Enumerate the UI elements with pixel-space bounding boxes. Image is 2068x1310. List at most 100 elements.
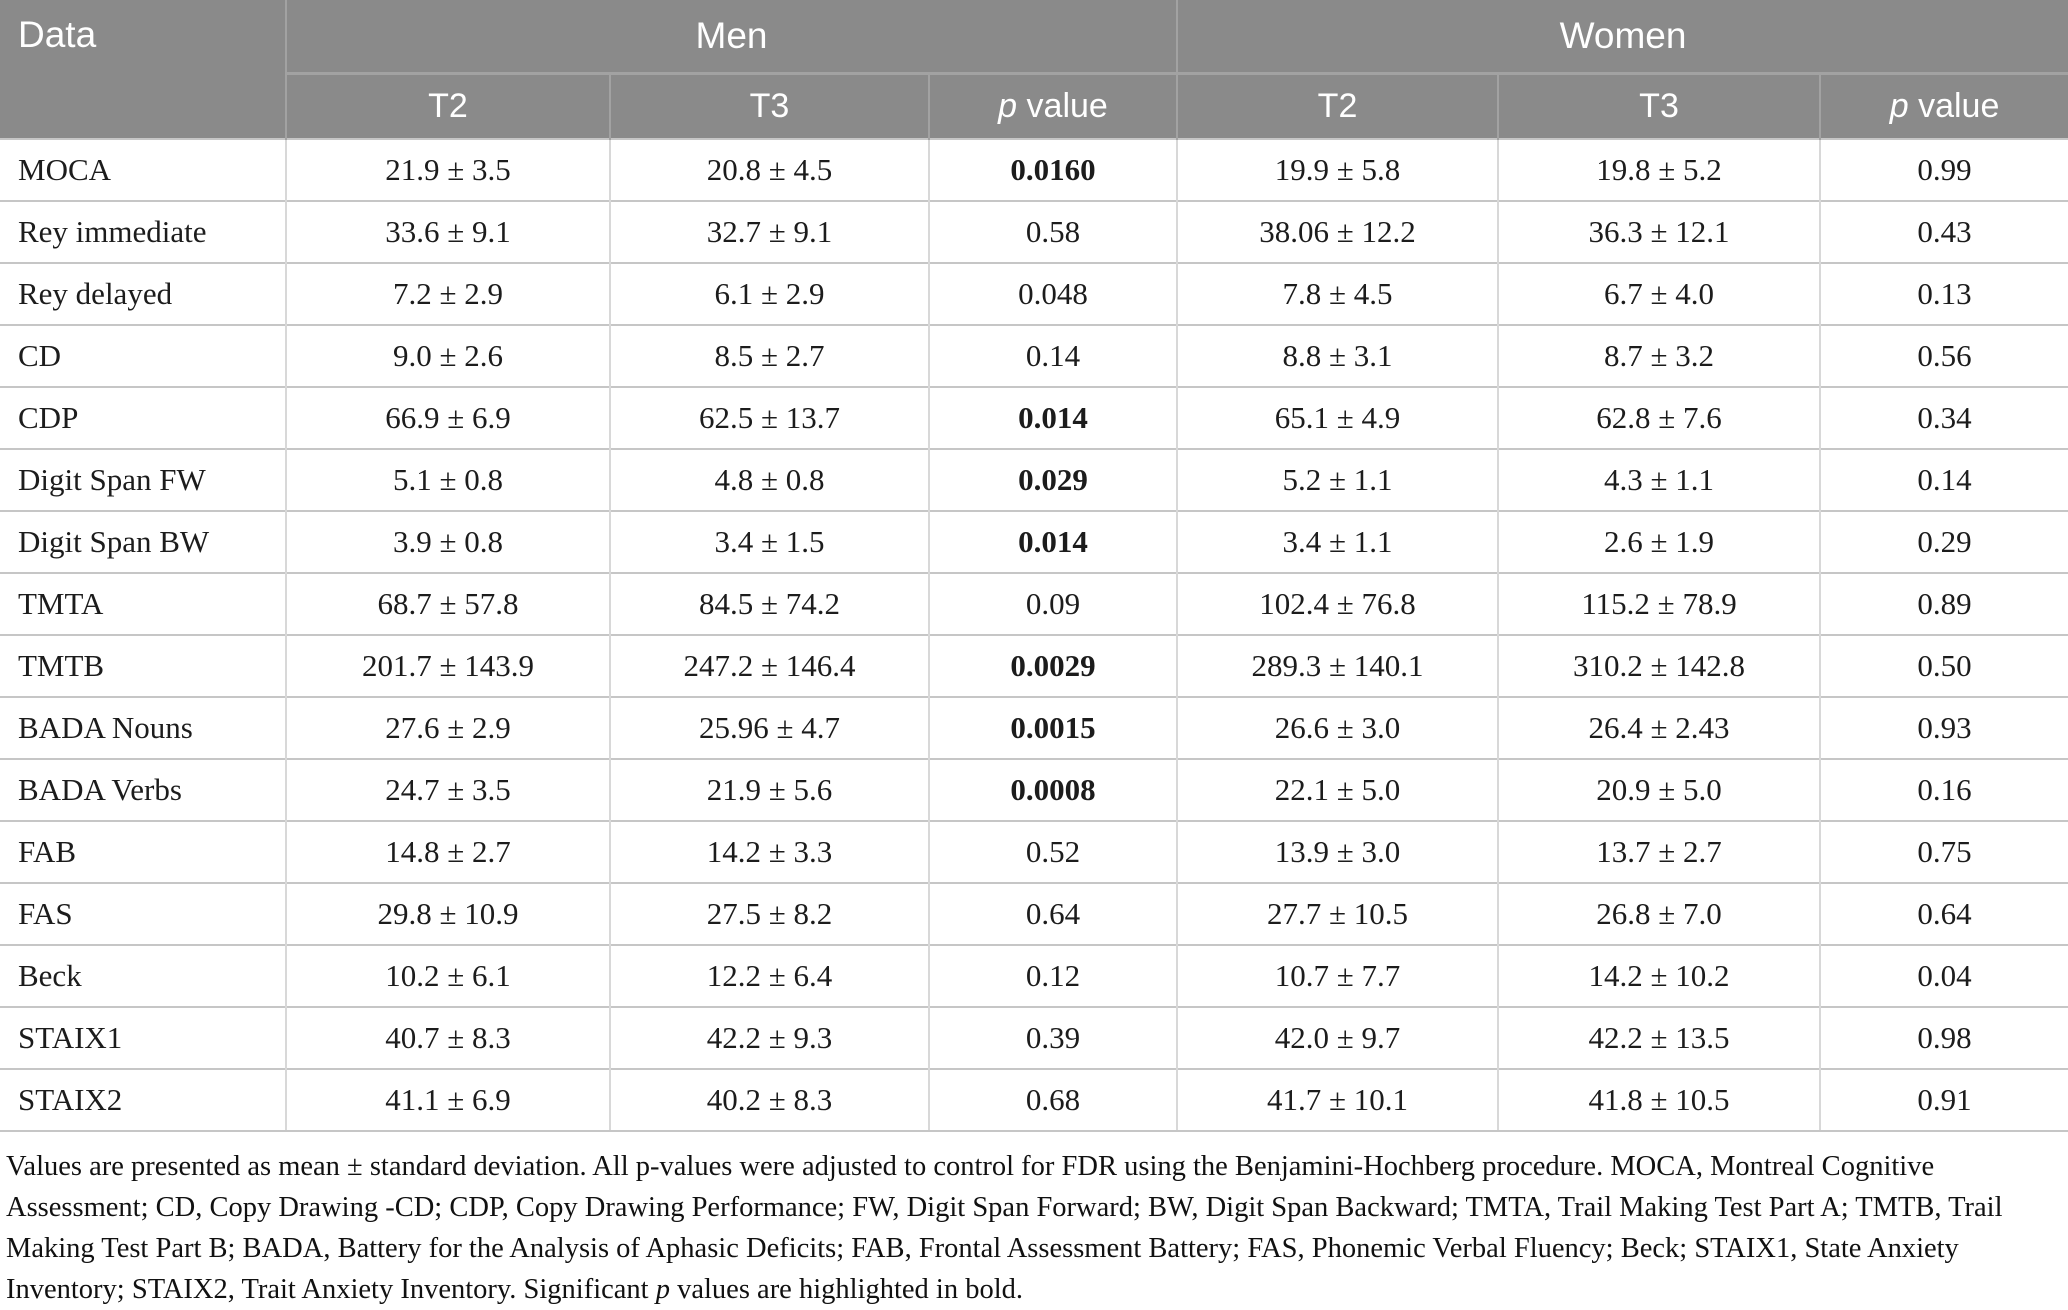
cell-men-t2: 5.1 ± 0.8 [285, 448, 610, 511]
cell-men-t2: 24.7 ± 3.5 [285, 758, 610, 821]
cell-women-t2: 38.06 ± 12.2 [1176, 200, 1499, 263]
cell-men-p: 0.52 [927, 820, 1178, 883]
cell-women-t3: 8.7 ± 3.2 [1497, 324, 1821, 387]
table-row: Digit Span FW 5.1 ± 0.8 4.8 ± 0.8 0.029 5.2 … [0, 448, 2068, 511]
cell-women-t3: 26.8 ± 7.0 [1497, 882, 1821, 945]
results-table: Data Men Women T2 T3 p value T2 T3 p val… [0, 0, 2068, 1132]
cell-women-t2: 65.1 ± 4.9 [1176, 386, 1499, 449]
cell-men-t2: 7.2 ± 2.9 [285, 262, 610, 325]
cell-men-p: 0.58 [927, 200, 1178, 263]
row-label: Rey immediate [0, 200, 286, 263]
cell-men-t3: 27.5 ± 8.2 [609, 882, 929, 945]
cell-men-t3: 32.7 ± 9.1 [609, 200, 929, 263]
cell-men-p: 0.048 [927, 262, 1178, 325]
header-women: Women [1176, 0, 2068, 75]
cell-men-t3: 25.96 ± 4.7 [609, 696, 929, 759]
cell-men-t2: 68.7 ± 57.8 [285, 572, 610, 635]
footnote-text-start: Values are presented as mean ± standard … [6, 1151, 2003, 1305]
cell-men-t3: 8.5 ± 2.7 [609, 324, 929, 387]
p-value-word: value [1908, 87, 2000, 125]
cell-women-t3: 19.8 ± 5.2 [1497, 138, 1821, 201]
cell-women-t3: 62.8 ± 7.6 [1497, 386, 1821, 449]
cell-women-t2: 19.9 ± 5.8 [1176, 138, 1499, 201]
cell-women-t3: 2.6 ± 1.9 [1497, 510, 1821, 573]
cell-women-p: 0.75 [1819, 820, 2068, 883]
cell-women-t2: 13.9 ± 3.0 [1176, 820, 1499, 883]
cell-women-t3: 41.8 ± 10.5 [1497, 1068, 1821, 1132]
cell-women-p: 0.34 [1819, 386, 2068, 449]
row-label: STAIX2 [0, 1068, 286, 1132]
cell-women-t2: 102.4 ± 76.8 [1176, 572, 1499, 635]
cell-men-p: 0.029 [927, 448, 1178, 511]
cell-men-t3: 12.2 ± 6.4 [609, 944, 929, 1007]
row-label: Beck [0, 944, 286, 1007]
header-women-t3: T3 [1497, 73, 1821, 139]
header-band-row: Data Men Women [0, 0, 2068, 139]
cell-men-t2: 9.0 ± 2.6 [285, 324, 610, 387]
cell-men-t3: 40.2 ± 8.3 [609, 1068, 929, 1132]
cell-women-p: 0.14 [1819, 448, 2068, 511]
cell-women-p: 0.93 [1819, 696, 2068, 759]
cell-men-t3: 84.5 ± 74.2 [609, 572, 929, 635]
cell-women-t3: 14.2 ± 10.2 [1497, 944, 1821, 1007]
p-value-word: value [1017, 87, 1108, 125]
row-label: CD [0, 324, 286, 387]
table-row: STAIX1 40.7 ± 8.3 42.2 ± 9.3 0.39 42.0 ± 9.7… [0, 1006, 2068, 1069]
row-label: Rey delayed [0, 262, 286, 325]
row-label: MOCA [0, 138, 286, 201]
cell-men-p: 0.12 [927, 944, 1178, 1007]
cell-men-p: 0.014 [927, 386, 1178, 449]
cell-women-t2: 289.3 ± 140.1 [1176, 634, 1499, 697]
cell-women-t2: 10.7 ± 7.7 [1176, 944, 1499, 1007]
cell-men-p: 0.014 [927, 510, 1178, 573]
row-label: FAB [0, 820, 286, 883]
p-symbol: p [1889, 87, 1909, 125]
cell-men-p: 0.0160 [927, 138, 1178, 201]
cell-women-t2: 5.2 ± 1.1 [1176, 448, 1499, 511]
cell-women-t2: 26.6 ± 3.0 [1176, 696, 1499, 759]
header-sub-row: T2 T3 p value T2 T3 p value [0, 73, 2068, 139]
cell-women-p: 0.99 [1819, 138, 2068, 201]
header-women-t2: T2 [1176, 73, 1499, 139]
row-label: TMTA [0, 572, 286, 635]
cell-women-p: 0.98 [1819, 1006, 2068, 1069]
cell-men-t2: 40.7 ± 8.3 [285, 1006, 610, 1069]
cell-men-p: 0.68 [927, 1068, 1178, 1132]
table-row: BADA Nouns 27.6 ± 2.9 25.96 ± 4.7 0.0015 26.… [0, 696, 2068, 759]
cell-women-t3: 4.3 ± 1.1 [1497, 448, 1821, 511]
table-body: MOCA 21.9 ± 3.5 20.8 ± 4.5 0.0160 19.9 ± 5.8… [0, 138, 2068, 1132]
cell-men-t2: 10.2 ± 6.1 [285, 944, 610, 1007]
header-data: Data [0, 0, 287, 139]
cell-women-p: 0.16 [1819, 758, 2068, 821]
table-row: TMTB 201.7 ± 143.9 247.2 ± 146.4 0.0029 289.… [0, 634, 2068, 697]
row-label: CDP [0, 386, 286, 449]
cell-men-t2: 27.6 ± 2.9 [285, 696, 610, 759]
cell-men-t3: 14.2 ± 3.3 [609, 820, 929, 883]
cell-men-t3: 62.5 ± 13.7 [609, 386, 929, 449]
cell-men-t3: 21.9 ± 5.6 [609, 758, 929, 821]
table-row: CD 9.0 ± 2.6 8.5 ± 2.7 0.14 8.8 ± 3.1 8.7 ± 3… [0, 324, 2068, 387]
cell-women-t3: 310.2 ± 142.8 [1497, 634, 1821, 697]
cell-men-p: 0.14 [927, 324, 1178, 387]
cell-men-t2: 3.9 ± 0.8 [285, 510, 610, 573]
footnote-p-symbol: p [655, 1274, 670, 1305]
table-row: STAIX2 41.1 ± 6.9 40.2 ± 8.3 0.68 41.7 ± 10.… [0, 1068, 2068, 1132]
cell-women-t3: 36.3 ± 12.1 [1497, 200, 1821, 263]
cell-women-t2: 3.4 ± 1.1 [1176, 510, 1499, 573]
cell-women-t2: 27.7 ± 10.5 [1176, 882, 1499, 945]
table-footnote: Values are presented as mean ± standard … [0, 1132, 2068, 1310]
cell-men-t3: 6.1 ± 2.9 [609, 262, 929, 325]
header-women-p-value: p value [1819, 73, 2068, 139]
row-label: TMTB [0, 634, 286, 697]
cell-women-p: 0.64 [1819, 882, 2068, 945]
table-row: FAB 14.8 ± 2.7 14.2 ± 3.3 0.52 13.9 ± 3.0 13.… [0, 820, 2068, 883]
cell-women-t2: 8.8 ± 3.1 [1176, 324, 1499, 387]
cell-men-t3: 4.8 ± 0.8 [609, 448, 929, 511]
cell-men-p: 0.09 [927, 572, 1178, 635]
table-row: Digit Span BW 3.9 ± 0.8 3.4 ± 1.5 0.014 3.4 … [0, 510, 2068, 573]
cell-men-p: 0.39 [927, 1006, 1178, 1069]
cell-men-t3: 20.8 ± 4.5 [609, 138, 929, 201]
cell-women-t3: 42.2 ± 13.5 [1497, 1006, 1821, 1069]
row-label: BADA Nouns [0, 696, 286, 759]
cell-men-t3: 3.4 ± 1.5 [609, 510, 929, 573]
